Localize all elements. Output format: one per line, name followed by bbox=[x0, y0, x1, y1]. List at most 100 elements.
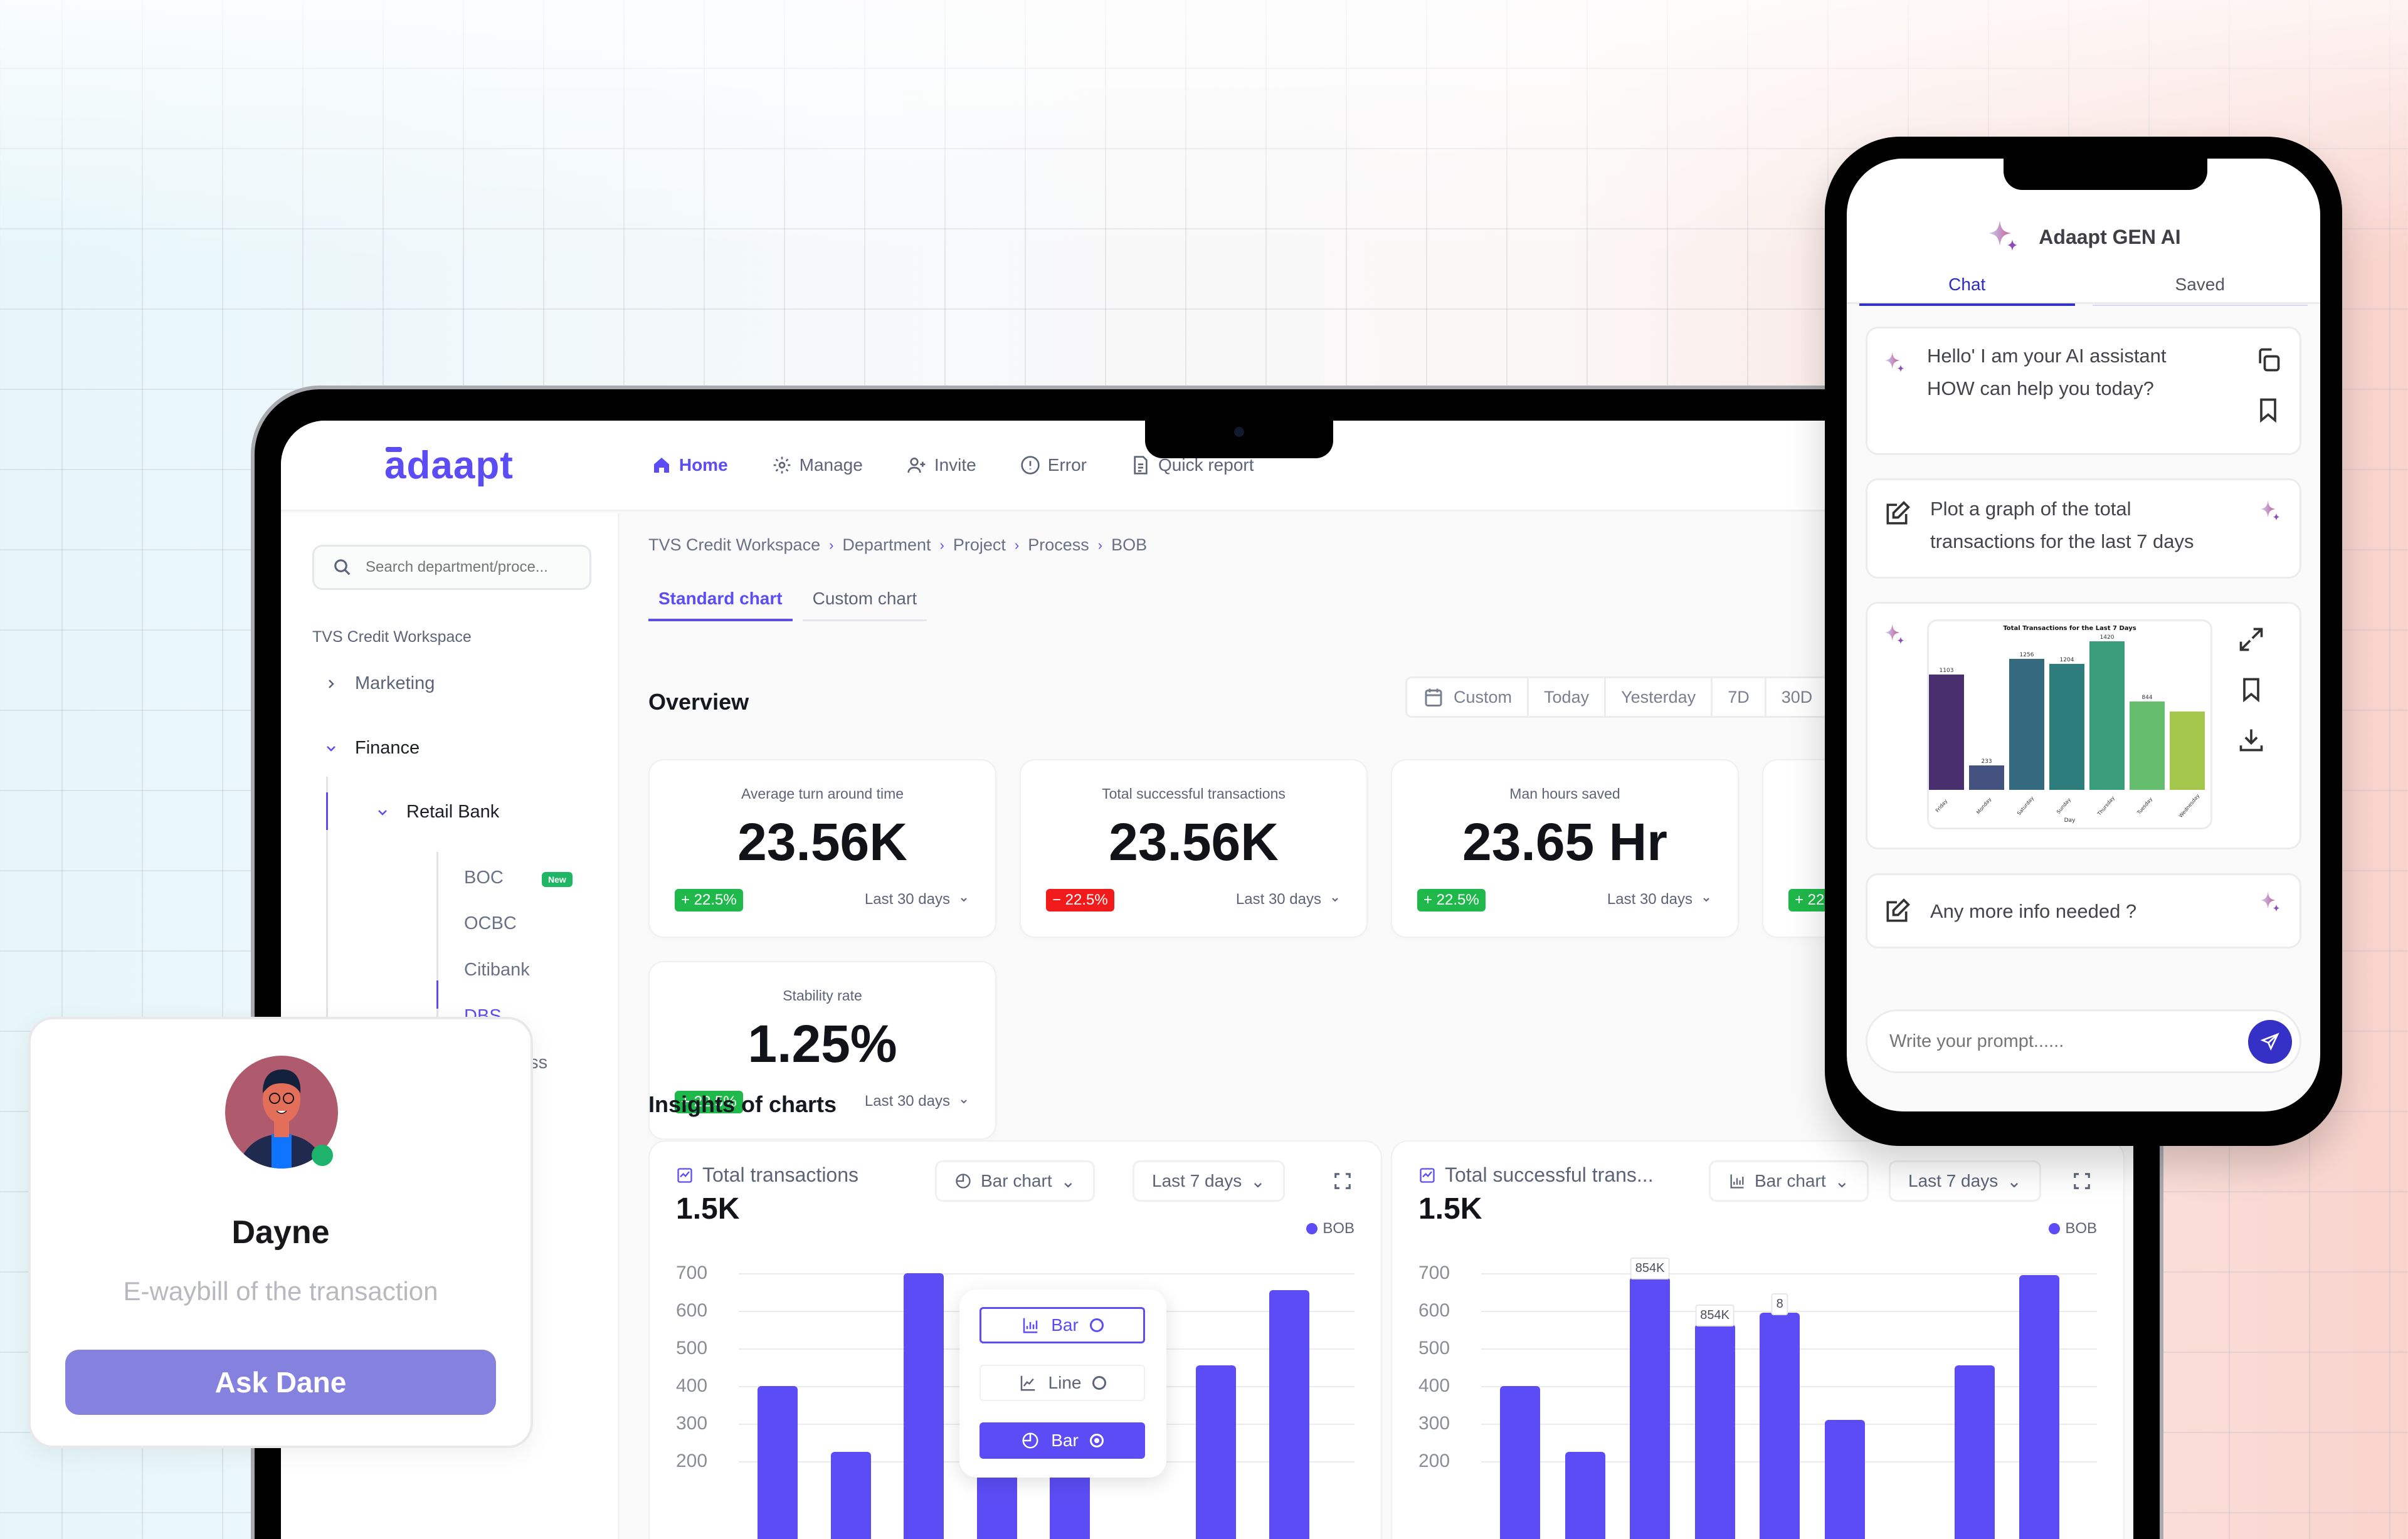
tree-leaf-boc[interactable]: BOC bbox=[464, 868, 504, 888]
chart-period-select[interactable]: Last 7 days ⌄ bbox=[1133, 1160, 1285, 1202]
document-icon bbox=[1134, 456, 1148, 475]
chart-period-select[interactable]: Last 7 days ⌄ bbox=[1889, 1160, 2041, 1202]
chevron-down-icon bbox=[378, 809, 387, 816]
tree-item-marketing[interactable]: Marketing bbox=[324, 673, 435, 694]
radio-button-selected[interactable] bbox=[1089, 1434, 1104, 1447]
expand-icon[interactable] bbox=[2237, 626, 2265, 653]
chart-type-dropdown: Bar Line Bar bbox=[959, 1290, 1166, 1478]
alert-circle-icon bbox=[1021, 456, 1040, 475]
chevron-down-icon bbox=[961, 1100, 967, 1104]
breadcrumb-item[interactable]: TVS Credit Workspace bbox=[648, 535, 821, 554]
period-select[interactable]: Last 30 days bbox=[1236, 891, 1340, 908]
tab-standard-chart[interactable]: Standard chart bbox=[648, 589, 793, 621]
expand-icon[interactable] bbox=[1333, 1172, 1352, 1190]
bar[interactable] bbox=[1954, 1365, 1995, 1539]
radio-button[interactable] bbox=[1089, 1318, 1104, 1332]
camera-notch bbox=[1145, 421, 1333, 458]
tree-leaf-citibank[interactable]: Citibank bbox=[464, 960, 530, 980]
chevron-right-icon: › bbox=[829, 537, 834, 553]
edit-icon[interactable] bbox=[1883, 500, 1911, 528]
range-yesterday[interactable]: Yesterday bbox=[1606, 678, 1713, 716]
workspace-label: TVS Credit Workspace bbox=[312, 628, 472, 646]
chevron-right-icon: › bbox=[1097, 537, 1103, 553]
range-30d[interactable]: 30D bbox=[1766, 678, 1830, 716]
bar-tooltip: 854K bbox=[1695, 1305, 1735, 1326]
delta-badge: + 22.5% bbox=[675, 889, 743, 911]
period-select[interactable]: Last 30 days bbox=[865, 1093, 969, 1110]
nav-home[interactable]: Home bbox=[652, 455, 728, 475]
chart-type-select[interactable]: Bar chart ⌄ bbox=[935, 1160, 1096, 1202]
bar[interactable] bbox=[1269, 1290, 1309, 1539]
tree-leaf-ocbc[interactable]: OCBC bbox=[464, 913, 517, 933]
mini-bar-value: 1256 bbox=[2019, 651, 2034, 658]
dropdown-option-bar-selected[interactable]: Bar bbox=[980, 1422, 1145, 1459]
bar-chart-icon bbox=[1730, 1174, 1744, 1189]
gridline bbox=[1481, 1311, 2097, 1312]
stat-card-man-hours: Man hours saved 23.65 Hr + 22.5% Last 30… bbox=[1391, 759, 1739, 938]
chart-card-successful-transactions: Total successful trans... 1.5K Bar chart… bbox=[1391, 1140, 2125, 1539]
bar[interactable] bbox=[830, 1452, 871, 1539]
range-7d[interactable]: 7D bbox=[1713, 678, 1766, 716]
y-tick-label: 700 bbox=[1418, 1263, 1450, 1283]
tab-custom-chart[interactable]: Custom chart bbox=[802, 589, 927, 621]
bar[interactable] bbox=[904, 1273, 944, 1539]
bar[interactable] bbox=[1565, 1452, 1605, 1539]
breadcrumb-item[interactable]: Department bbox=[842, 535, 931, 554]
nav-quick-report[interactable]: Quick report bbox=[1131, 455, 1254, 475]
bar[interactable] bbox=[1824, 1420, 1865, 1539]
bar[interactable] bbox=[1500, 1386, 1540, 1539]
adaapt-logo[interactable]: adaapt bbox=[384, 443, 514, 487]
generated-bar-chart[interactable]: Total Transactions for the Last 7 Days D… bbox=[1927, 619, 2212, 829]
breadcrumb-item[interactable]: Process bbox=[1028, 535, 1089, 554]
radio-button[interactable] bbox=[1092, 1376, 1107, 1390]
range-today[interactable]: Today bbox=[1529, 678, 1607, 716]
pie-chart-icon bbox=[1022, 1432, 1038, 1449]
breadcrumb-item[interactable]: Project bbox=[953, 535, 1006, 554]
dropdown-option-line[interactable]: Line bbox=[980, 1365, 1145, 1401]
edit-icon[interactable] bbox=[1883, 898, 1911, 925]
breadcrumb-item[interactable]: BOB bbox=[1111, 535, 1148, 554]
expand-icon[interactable] bbox=[2073, 1172, 2091, 1190]
mini-x-label: Tuesday bbox=[2136, 796, 2154, 816]
agent-subtitle: E-waybill of the transaction bbox=[123, 1276, 438, 1306]
nav-manage[interactable]: Manage bbox=[772, 455, 863, 475]
assistant-title: Adaapt GEN AI bbox=[2039, 225, 2181, 248]
copy-icon[interactable] bbox=[2254, 346, 2282, 374]
bar-chart-icon bbox=[1023, 1318, 1038, 1333]
chart-type-select[interactable]: Bar chart ⌄ bbox=[1709, 1160, 1869, 1202]
range-custom[interactable]: Custom bbox=[1407, 678, 1529, 716]
period-select[interactable]: Last 30 days bbox=[865, 891, 969, 908]
tab-saved[interactable]: Saved bbox=[2092, 275, 2308, 306]
gridline bbox=[739, 1273, 1354, 1274]
tab-chat[interactable]: Chat bbox=[1859, 275, 2075, 306]
bar[interactable] bbox=[1196, 1365, 1236, 1539]
mini-x-label: Thursday bbox=[2096, 795, 2116, 817]
line-chart-icon bbox=[1020, 1375, 1035, 1391]
ask-agent-button[interactable]: Ask Dane bbox=[65, 1350, 496, 1415]
send-button[interactable] bbox=[2248, 1020, 2292, 1064]
calendar-icon bbox=[1425, 688, 1442, 706]
bar[interactable] bbox=[2019, 1275, 2060, 1539]
tree-item-finance[interactable]: Finance bbox=[324, 738, 420, 759]
search-box[interactable] bbox=[312, 545, 591, 590]
search-input[interactable] bbox=[366, 559, 579, 576]
bookmark-icon[interactable] bbox=[2254, 396, 2282, 424]
download-icon[interactable] bbox=[2237, 726, 2265, 754]
bar[interactable] bbox=[1694, 1324, 1735, 1539]
bar-plot: 700 600 500 400 300 200 854K 854K 8 bbox=[1418, 1254, 2097, 1539]
tree-item-retail-bank[interactable]: Retail Bank bbox=[375, 802, 499, 822]
nav-error[interactable]: Error bbox=[1020, 455, 1087, 475]
nav-invite[interactable]: Invite bbox=[907, 455, 976, 475]
y-tick-label: 400 bbox=[1418, 1375, 1450, 1396]
prompt-input[interactable] bbox=[1889, 1031, 2228, 1052]
bookmark-icon[interactable] bbox=[2237, 676, 2265, 703]
bar[interactable] bbox=[1630, 1277, 1671, 1539]
period-select[interactable]: Last 30 days bbox=[1607, 891, 1711, 908]
bar[interactable] bbox=[1760, 1313, 1800, 1539]
dropdown-option-bar[interactable]: Bar bbox=[980, 1307, 1145, 1343]
bar-tooltip: 854K bbox=[1630, 1258, 1670, 1279]
y-tick-label: 600 bbox=[1418, 1300, 1450, 1321]
user-plus-icon bbox=[907, 458, 926, 473]
mini-bar bbox=[2009, 658, 2044, 790]
bar[interactable] bbox=[758, 1386, 798, 1539]
